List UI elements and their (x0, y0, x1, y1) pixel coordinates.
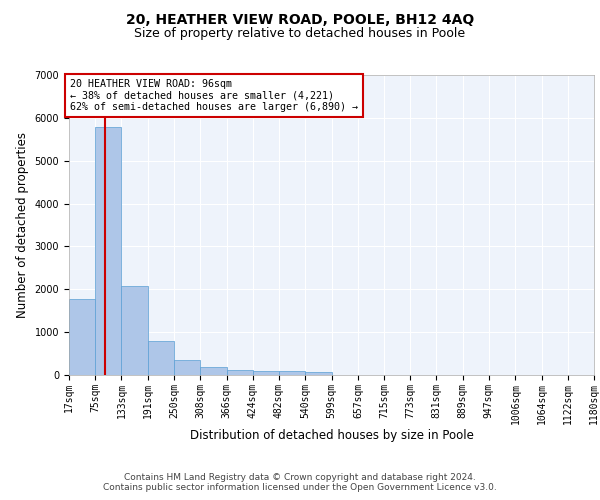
Bar (69, 298, 95, 375)
Bar (279, 371, 305, 375)
Text: Size of property relative to detached houses in Poole: Size of property relative to detached ho… (134, 28, 466, 40)
Y-axis label: Number of detached properties: Number of detached properties (16, 132, 29, 318)
Text: Contains HM Land Registry data © Crown copyright and database right 2024.
Contai: Contains HM Land Registry data © Crown c… (103, 473, 497, 492)
Bar (200, 366, 227, 375)
Bar (253, 370, 279, 375)
Bar (95, 128, 121, 375)
Bar (174, 360, 200, 375)
Text: 20, HEATHER VIEW ROAD, POOLE, BH12 4AQ: 20, HEATHER VIEW ROAD, POOLE, BH12 4AQ (126, 12, 474, 26)
Text: 20 HEATHER VIEW ROAD: 96sqm
← 38% of detached houses are smaller (4,221)
62% of : 20 HEATHER VIEW ROAD: 96sqm ← 38% of det… (70, 80, 358, 112)
Bar (121, 286, 148, 375)
Bar (148, 340, 174, 375)
Bar (305, 372, 332, 375)
X-axis label: Distribution of detached houses by size in Poole: Distribution of detached houses by size … (190, 430, 473, 442)
Bar (227, 370, 253, 375)
